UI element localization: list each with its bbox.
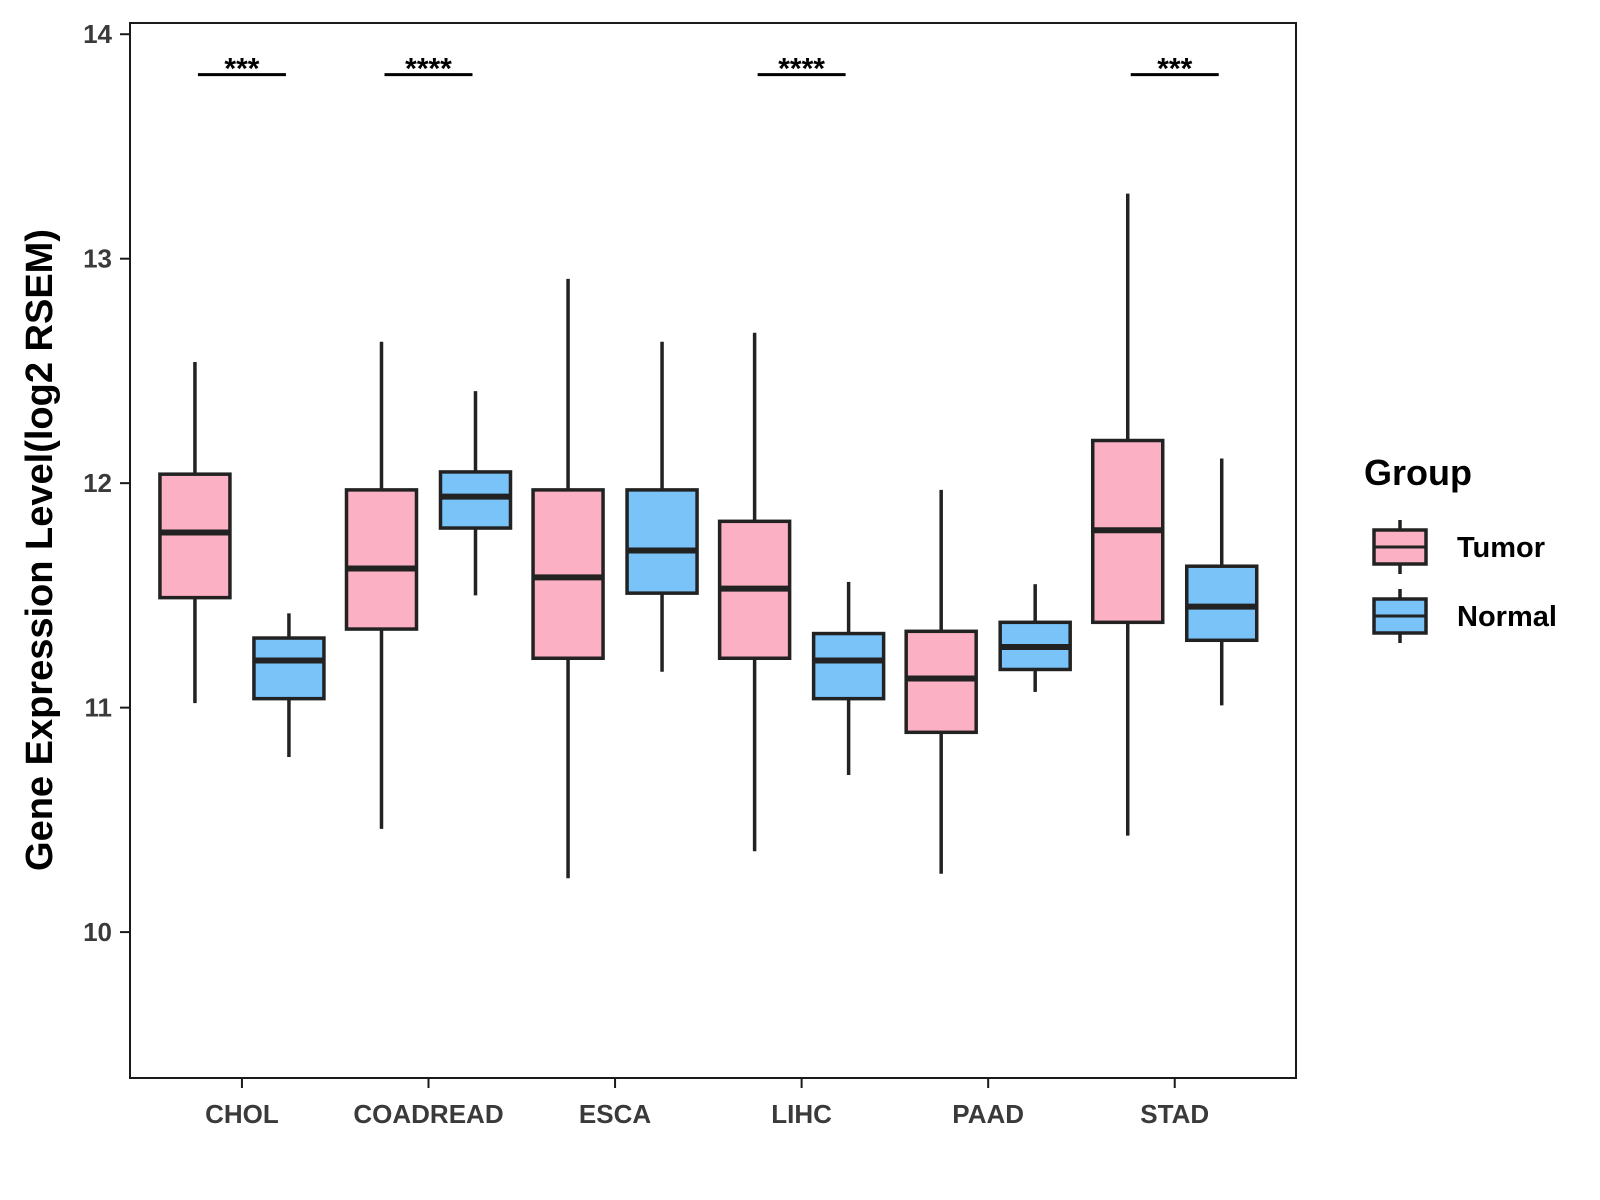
box-tumor-chol: [158, 361, 232, 704]
y-tick-label: 14: [83, 19, 112, 49]
box-normal-coadread: [438, 391, 513, 596]
box-iqr: [158, 472, 232, 600]
box-tumor-stad: [1090, 193, 1165, 836]
y-tick-label: 12: [83, 468, 112, 498]
box-iqr: [811, 631, 886, 701]
box-iqr: [1184, 564, 1259, 643]
box-normal-lihc: [811, 581, 886, 775]
y-tick-label: 10: [83, 917, 112, 947]
box-normal-esca: [625, 341, 699, 672]
significance-label: ****: [778, 53, 825, 86]
box-tumor-lihc: [717, 332, 792, 852]
x-tick-label: STAD: [1140, 1099, 1209, 1129]
significance-label: ***: [224, 53, 259, 86]
boxes-layer: [158, 193, 1259, 879]
x-axis: CHOL COADREAD ESCA LIHC PAAD STAD: [205, 1078, 1209, 1129]
box-tumor-paad: [904, 489, 978, 874]
x-tick-label: COADREAD: [353, 1099, 503, 1129]
significance-label: ***: [1157, 53, 1192, 86]
box-iqr: [625, 488, 699, 595]
box-normal-stad: [1184, 458, 1259, 706]
box-normal-paad: [998, 584, 1072, 692]
legend: Tumor Normal: [1372, 520, 1557, 643]
box-iqr: [344, 488, 419, 631]
y-tick-label: 13: [83, 244, 112, 274]
box-iqr: [252, 636, 326, 701]
box-iqr: [904, 629, 978, 735]
legend-label-tumor: Tumor: [1457, 532, 1545, 564]
x-tick-label: PAAD: [952, 1099, 1024, 1129]
y-axis-title: Gene Expression Level(log2 RSEM): [19, 229, 61, 871]
y-axis: 10 11 12 13 14: [83, 19, 130, 947]
box-tumor-esca: [531, 278, 605, 879]
x-tick-label: CHOL: [205, 1099, 279, 1129]
legend-title: Group: [1364, 452, 1472, 493]
significance-label: ****: [405, 53, 452, 86]
box-iqr: [438, 470, 513, 530]
x-tick-label: LIHC: [771, 1099, 832, 1129]
x-tick-label: ESCA: [579, 1099, 651, 1129]
y-tick-label: 11: [85, 693, 113, 723]
box-normal-chol: [252, 613, 326, 758]
legend-label-normal: Normal: [1457, 601, 1557, 633]
significance-layer: *** **** **** ***: [197, 53, 1219, 86]
box-tumor-coadread: [344, 341, 419, 829]
box-iqr: [531, 488, 605, 660]
